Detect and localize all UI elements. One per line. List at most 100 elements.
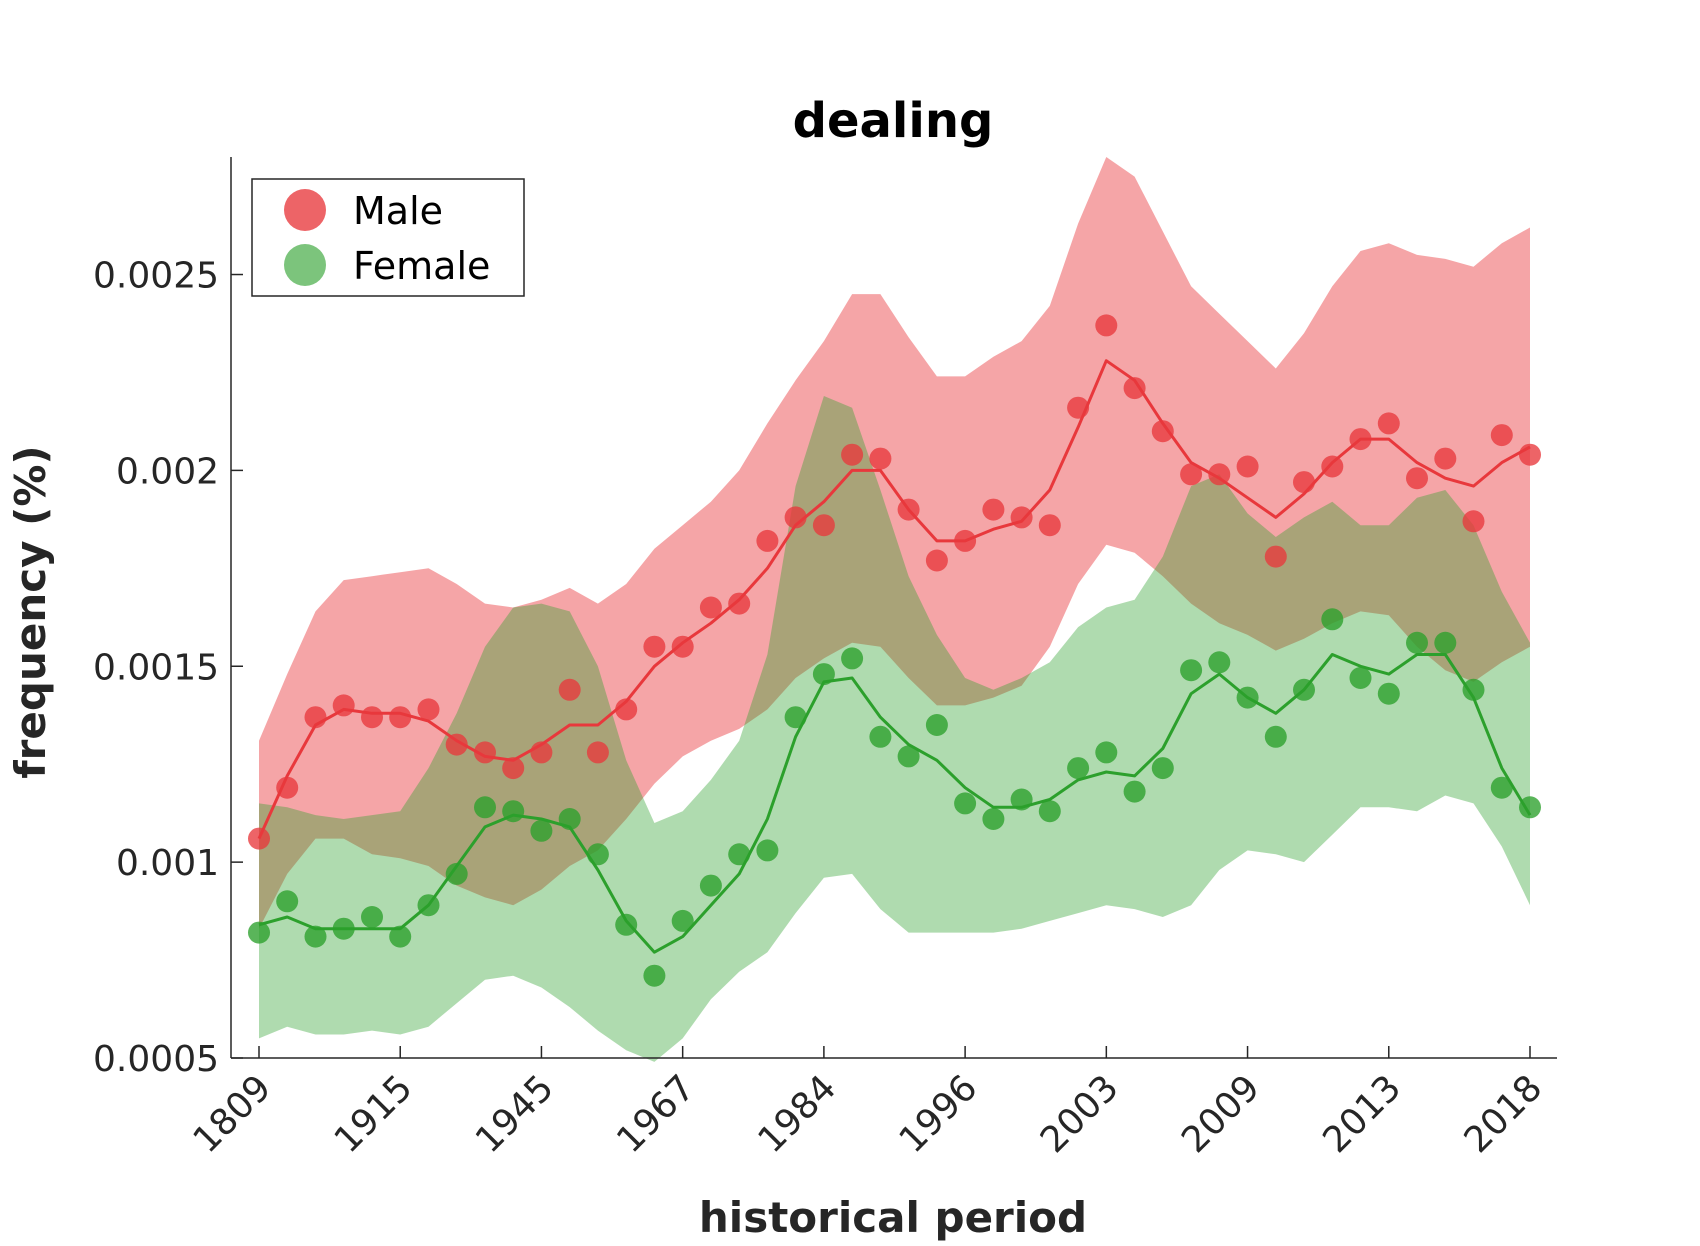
legend-marker-female [284, 244, 326, 286]
point-male [586, 741, 609, 764]
point-male [1462, 510, 1485, 533]
point-female [841, 647, 864, 670]
point-female [784, 706, 807, 729]
point-male [1321, 455, 1344, 478]
point-female [502, 800, 525, 823]
point-female [1151, 757, 1174, 780]
point-male [1208, 463, 1231, 486]
point-female [558, 808, 581, 830]
point-male [1434, 447, 1457, 470]
point-female [1490, 776, 1513, 799]
point-male [1293, 471, 1315, 494]
point-male [1151, 420, 1174, 443]
point-female [530, 819, 553, 842]
point-male [361, 706, 383, 729]
point-female [897, 745, 920, 768]
point-male [1490, 424, 1513, 447]
point-male [1236, 455, 1259, 478]
point-female [361, 906, 383, 928]
smoothed-lines [257, 359, 1532, 954]
point-female [812, 663, 835, 686]
legend-marker-male [284, 189, 326, 231]
y-tick-label: 0.0025 [93, 256, 219, 297]
point-male [897, 498, 920, 521]
point-male [1067, 396, 1090, 419]
x-tick-label: 2003 [1033, 1067, 1127, 1161]
point-female [1519, 796, 1541, 819]
y-axis-label: frequency (%) [6, 445, 55, 778]
x-tick-label: 1984 [750, 1067, 844, 1161]
band-male [259, 157, 1530, 929]
point-female [982, 808, 1005, 830]
point-female [671, 909, 694, 932]
x-tick-label: 2009 [1174, 1067, 1268, 1161]
point-female [1208, 651, 1231, 674]
point-female [276, 890, 299, 913]
point-male [1123, 377, 1146, 400]
point-female [756, 839, 779, 862]
point-female [1406, 631, 1428, 654]
x-tick-label: 1915 [327, 1067, 421, 1161]
line-male [257, 359, 1531, 840]
point-male [304, 706, 327, 729]
point-female [332, 917, 355, 940]
point-male [982, 498, 1005, 521]
point-male [558, 678, 581, 701]
point-female [1010, 788, 1033, 811]
point-female [1264, 725, 1287, 748]
data-points [248, 314, 1541, 987]
y-tick-label: 0.0015 [93, 647, 219, 688]
point-male [699, 596, 722, 619]
point-male [389, 706, 412, 729]
x-tick-label: 1945 [468, 1067, 562, 1161]
point-female [1123, 780, 1146, 803]
point-female [304, 925, 327, 948]
point-female [586, 843, 609, 866]
point-male [671, 635, 694, 658]
point-male [248, 827, 270, 850]
point-female [954, 792, 977, 815]
y-axis-ticks: 0.0005 0.001 0.0015 0.002 0.0025 [93, 256, 243, 1080]
legend-label-female: Female [353, 244, 490, 288]
point-male [925, 549, 948, 572]
point-female [615, 913, 638, 936]
point-female [1236, 686, 1259, 709]
point-male [841, 443, 864, 466]
x-tick-label: 2018 [1457, 1067, 1551, 1161]
point-male [784, 506, 807, 529]
point-female [1434, 631, 1457, 654]
point-male [474, 741, 496, 764]
point-male [954, 529, 977, 552]
point-female [1180, 659, 1203, 682]
point-male [332, 694, 355, 717]
point-female [1293, 678, 1315, 701]
point-female [728, 843, 751, 866]
point-male [1349, 428, 1372, 451]
point-female [248, 921, 270, 944]
point-female [1038, 800, 1061, 823]
x-tick-label: 2013 [1315, 1067, 1409, 1161]
point-female [1349, 667, 1372, 689]
point-male [1519, 443, 1541, 466]
point-male [530, 741, 553, 764]
point-female [389, 925, 412, 948]
chart-title: dealing [793, 93, 994, 149]
legend: Male Female [251, 178, 525, 297]
point-female [445, 862, 468, 885]
point-male [643, 635, 666, 658]
x-axis-ticks: 1809 1915 1945 1967 1984 1996 2003 2009 2013 2018 [186, 1046, 1551, 1161]
point-male [756, 529, 779, 552]
axes [230, 157, 1557, 1059]
point-male [276, 776, 299, 799]
x-tick-label: 1967 [609, 1067, 703, 1161]
point-female [925, 714, 948, 736]
x-tick-label: 1996 [892, 1067, 986, 1161]
point-male [615, 698, 638, 721]
point-female [1377, 682, 1400, 705]
x-tick-label: 1809 [186, 1067, 280, 1161]
point-female [474, 796, 496, 819]
point-male [1180, 463, 1203, 486]
point-male [445, 733, 468, 756]
point-female [1462, 678, 1485, 701]
